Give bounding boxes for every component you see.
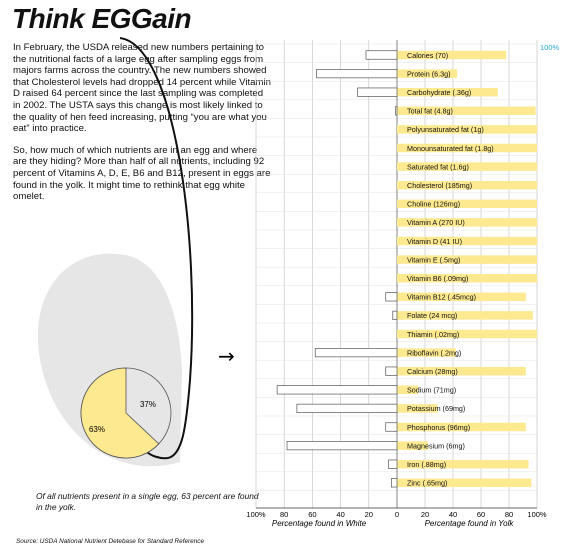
bar-white xyxy=(286,441,398,451)
category-label: Total fat (4.8g) xyxy=(407,107,453,116)
egg-outline xyxy=(119,37,194,460)
tick-label: 80 xyxy=(280,510,288,519)
category-label: Vitamin A (270 IU) xyxy=(407,218,465,227)
bar-yolk xyxy=(397,255,537,264)
tick-label: 60 xyxy=(308,510,316,519)
bar-white xyxy=(314,348,398,358)
category-label: Zinc (.65mg) xyxy=(407,479,447,488)
bar-white xyxy=(395,106,398,116)
tick-label: 60 xyxy=(477,510,485,519)
arrow-icon: → xyxy=(218,344,235,368)
category-label: Potassium (69mg) xyxy=(407,404,465,413)
bar-white xyxy=(391,478,398,488)
category-label: Monounsaturated fat (1.8g) xyxy=(407,144,494,153)
category-label: Sodium (71mg) xyxy=(407,386,456,395)
category-label: Cholesterol (185mg) xyxy=(407,181,472,190)
bar-yolk xyxy=(397,273,537,283)
xlabel-yolk: Percentage found in Yolk xyxy=(425,519,515,528)
tick-label: 40 xyxy=(449,510,457,519)
top-marker: 100% xyxy=(540,43,560,52)
category-label: Vitamin D (41 IU) xyxy=(407,237,462,246)
tick-label: 20 xyxy=(365,510,373,519)
bar-yolk xyxy=(397,311,533,320)
category-label: Saturated fat (1.6g) xyxy=(407,162,469,171)
category-label: Protein (6.3g) xyxy=(407,69,451,78)
tick-label: 40 xyxy=(336,510,344,519)
category-label: Vitamin B12 (.45mcg) xyxy=(407,293,476,302)
bar-white xyxy=(357,87,398,97)
bar-yolk xyxy=(397,366,526,376)
pie-label-white: 37% xyxy=(140,400,156,409)
bar-white xyxy=(385,292,398,302)
bar-yolk xyxy=(397,106,536,116)
bar-yolk xyxy=(397,143,537,153)
bar-yolk xyxy=(397,329,537,339)
bar-yolk xyxy=(397,459,529,469)
tick-label: 20 xyxy=(421,510,429,519)
intro-paragraph: So, how much of which nutrients are in a… xyxy=(13,144,271,203)
category-label: Phosphorus (96mg) xyxy=(407,423,470,432)
category-label: Folate (24 mcg) xyxy=(407,311,457,320)
category-label: Calories (70) xyxy=(407,51,448,60)
category-label: Iron (.88mg) xyxy=(407,460,446,469)
category-label: Choline (126mg) xyxy=(407,200,460,209)
bar-white xyxy=(276,385,398,395)
bar-yolk xyxy=(397,404,438,413)
tick-label: 100% xyxy=(246,510,266,519)
category-label: Thiamin (.02mg) xyxy=(407,330,459,339)
bar-yolk xyxy=(397,348,456,357)
bar-yolk xyxy=(397,385,418,395)
bar-white xyxy=(385,422,398,432)
bar-yolk xyxy=(397,478,532,488)
bar-yolk xyxy=(397,441,428,450)
source-note: Source: USDA National Nutrient Detebase … xyxy=(16,538,205,545)
bar-yolk xyxy=(397,292,526,302)
pie-slice-yolk xyxy=(80,367,160,459)
bar-yolk xyxy=(397,50,507,60)
category-label: Polyunsaturated fat (1g) xyxy=(407,125,484,134)
bar-white xyxy=(296,403,398,413)
category-label: Riboflavin (.2mg) xyxy=(407,348,461,357)
category-label: Calcium (28mg) xyxy=(407,367,458,376)
tick-label: 0 xyxy=(395,510,399,519)
bar-yolk xyxy=(397,69,458,78)
tick-label: 100% xyxy=(527,510,547,519)
egg-caption: Of all nutrients present in a single egg… xyxy=(36,491,259,512)
bar-white xyxy=(388,459,398,469)
bar-white xyxy=(385,366,398,376)
bar-yolk xyxy=(397,199,537,209)
bar-yolk xyxy=(397,125,537,134)
bar-yolk xyxy=(397,162,537,171)
category-label: Vitamin B6 (.09mg) xyxy=(407,274,468,283)
category-label: Magnesium (6mg) xyxy=(407,441,465,450)
bar-white xyxy=(365,50,398,60)
category-label: Carbohydrate (.36g) xyxy=(407,88,471,97)
bar-white xyxy=(392,310,398,320)
bar-yolk xyxy=(397,218,537,227)
xlabel-white: Percentage found in White xyxy=(272,519,367,528)
category-label: Vitamin E (.5mg) xyxy=(407,255,460,264)
bar-yolk xyxy=(397,180,537,190)
page-title: Think EGGain xyxy=(12,3,192,34)
bar-yolk xyxy=(397,87,498,97)
bar-yolk xyxy=(397,236,537,246)
tick-label: 80 xyxy=(505,510,513,519)
nutrient-pie xyxy=(80,367,172,459)
bar-white xyxy=(316,68,398,79)
pie-label-yolk: 63% xyxy=(89,425,105,434)
bar-yolk xyxy=(397,422,526,432)
